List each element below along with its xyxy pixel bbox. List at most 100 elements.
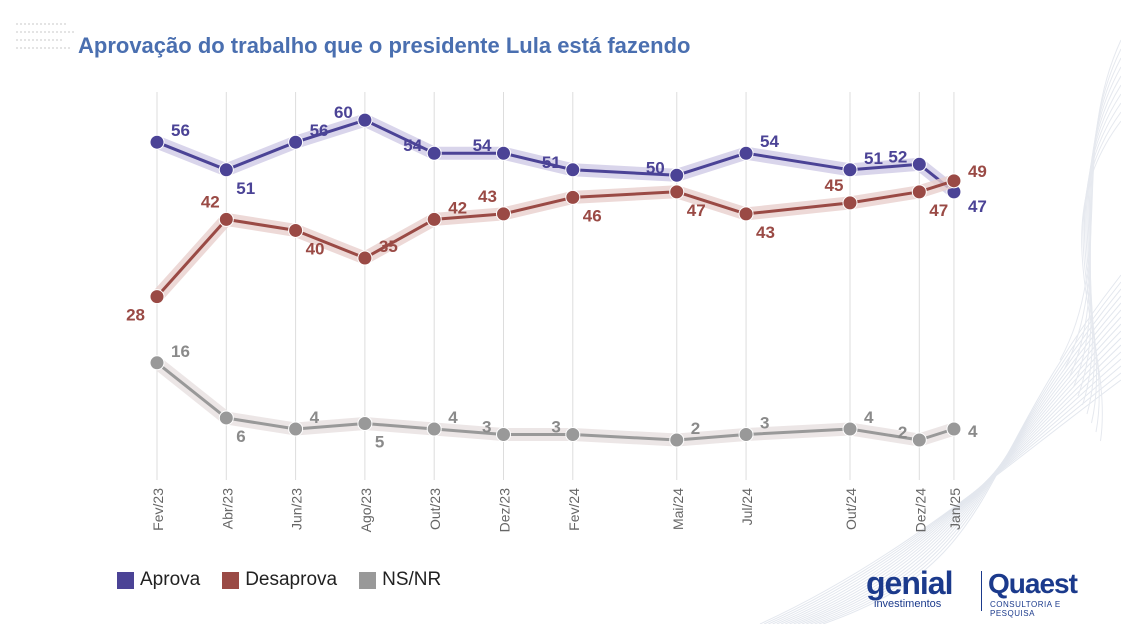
- wave-line: [1068, 57, 1121, 379]
- legend-swatch-aprova: [117, 571, 134, 589]
- x-tick-label: Fev/23: [150, 488, 166, 531]
- legend-swatch-nsnr: [359, 571, 377, 589]
- data-point: [911, 156, 927, 172]
- legend-label-desaprova: Desaprova: [245, 569, 338, 590]
- x-tick-label: Fev/24: [566, 488, 582, 531]
- data-point: [218, 211, 234, 227]
- data-point: [218, 162, 234, 178]
- data-label: 54: [473, 136, 492, 155]
- series-glow: [150, 174, 961, 304]
- genial-logo-subtitle: investimentos: [874, 598, 942, 610]
- legend-label-nsnr: NS/NR: [382, 569, 442, 590]
- data-point: [565, 162, 581, 178]
- x-tick-label: Jun/23: [289, 488, 305, 530]
- data-point: [288, 134, 304, 150]
- data-point: [911, 432, 927, 448]
- data-point: [357, 415, 373, 431]
- data-label: 51: [542, 153, 561, 172]
- data-label: 4: [864, 408, 874, 427]
- data-point: [288, 421, 304, 437]
- data-label: 5: [375, 432, 384, 451]
- data-point: [669, 432, 685, 448]
- x-tick-label: Dez/23: [497, 488, 513, 533]
- data-label: 42: [201, 192, 220, 211]
- wave-line: [776, 351, 1121, 624]
- data-label: 56: [171, 121, 190, 140]
- wave-line: [780, 344, 1121, 624]
- wave-line: [810, 295, 1121, 624]
- wave-line: [785, 337, 1121, 624]
- data-label: 51: [864, 149, 883, 168]
- data-point: [565, 189, 581, 205]
- wave-line: [1059, 39, 1121, 361]
- data-label: 43: [756, 223, 775, 242]
- data-point: [565, 427, 581, 443]
- wave-line: [763, 372, 1121, 624]
- quaest-logo-subtitle: CONSULTORIA E PESQUISA: [990, 600, 1061, 618]
- data-label: 46: [583, 206, 602, 225]
- wave-line: [1077, 75, 1121, 397]
- data-label: 3: [482, 418, 491, 437]
- data-label: 50: [646, 158, 665, 177]
- wave-line: [1073, 66, 1121, 388]
- chart-title: Aprovação do trabalho que o presidente L…: [78, 33, 691, 58]
- data-point: [738, 206, 754, 222]
- data-point: [496, 145, 511, 161]
- data-label: 45: [825, 176, 844, 195]
- data-point: [149, 355, 165, 371]
- data-point: [426, 145, 442, 161]
- x-axis-ticks: Fev/23 Abr/23 Jun/23 Ago/23 Out/23 Dez/23 Fev/…: [150, 488, 963, 533]
- wave-line: [1064, 48, 1121, 370]
- data-label: 47: [968, 197, 987, 216]
- wave-line: [822, 274, 1121, 624]
- legend-swatch-desaprova: [222, 571, 240, 589]
- series-aprova: 56 51 56 60 54 54 51 50 54 51 52 47: [149, 103, 987, 216]
- wave-line: [1085, 93, 1121, 415]
- data-label: 3: [760, 414, 769, 433]
- data-point: [426, 421, 442, 437]
- wave-line: [818, 281, 1121, 624]
- data-point: [842, 162, 858, 178]
- data-label: 60: [334, 103, 353, 122]
- wave-line: [789, 330, 1121, 624]
- data-label: 54: [760, 132, 779, 151]
- data-point: [738, 145, 754, 161]
- data-point: [911, 184, 927, 200]
- x-tick-label: Mai/24: [670, 488, 686, 530]
- x-tick-label: Jul/24: [739, 488, 755, 526]
- data-point: [357, 250, 373, 266]
- wave-line: [814, 288, 1121, 624]
- data-label: 43: [478, 187, 497, 206]
- data-label: 35: [379, 237, 398, 256]
- data-label: 42: [448, 198, 467, 217]
- data-label: 4: [310, 408, 320, 427]
- wave-line: [793, 323, 1121, 624]
- data-label: 52: [888, 147, 907, 166]
- data-point: [842, 421, 858, 437]
- x-tick-label: Abr/23: [219, 488, 235, 529]
- data-point: [946, 421, 962, 437]
- quaest-logo: Quaest: [988, 568, 1078, 599]
- data-label: 28: [126, 306, 145, 325]
- legend-item-desaprova: Desaprova: [222, 569, 337, 591]
- data-point: [669, 167, 685, 183]
- data-label: 6: [236, 427, 245, 446]
- data-point: [738, 427, 754, 443]
- legend: Aprova Desaprova NS/NR: [117, 569, 441, 591]
- data-label: 40: [306, 239, 325, 258]
- wave-line: [1081, 120, 1121, 442]
- dotted-mark-icon: [16, 23, 74, 49]
- legend-item-aprova: Aprova: [117, 569, 200, 591]
- wave-line: [1082, 84, 1121, 406]
- data-label: 16: [171, 342, 190, 361]
- wave-line: [759, 379, 1121, 624]
- data-label: 3: [551, 418, 560, 437]
- legend-item-nsnr: NS/NR: [359, 569, 441, 591]
- data-point: [946, 173, 962, 189]
- series-line: [155, 179, 955, 298]
- data-label: 49: [968, 162, 987, 181]
- data-point: [149, 289, 165, 305]
- x-tick-label: Ago/23: [358, 488, 374, 533]
- data-label: 2: [898, 423, 907, 442]
